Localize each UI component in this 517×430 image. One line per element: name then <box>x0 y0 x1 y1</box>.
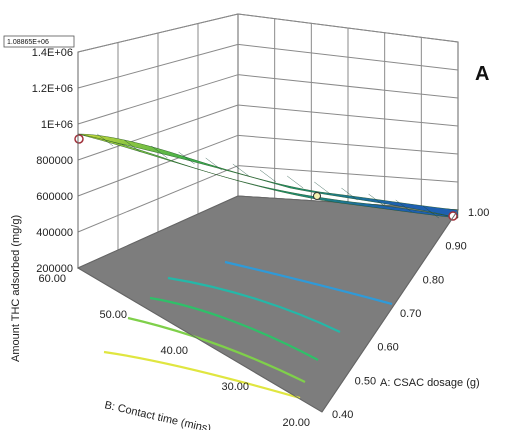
z-tick-label: 1E+06 <box>41 119 73 131</box>
right-edge <box>321 209 459 413</box>
mesh-line <box>259 169 277 183</box>
mesh-line <box>178 151 195 165</box>
z-axis-label: Amount THC adsorbed (mg/g) <box>10 215 22 362</box>
x-axis-label: B: Contact time (mins) <box>103 399 212 430</box>
contour-line <box>149 296 319 361</box>
y-tick-label: 0.60 <box>377 342 398 354</box>
grid-lines <box>77 13 459 269</box>
y-tick-label: 0.70 <box>400 308 421 320</box>
center-point <box>313 192 321 200</box>
response-surface-front <box>77 133 459 219</box>
mesh-line <box>97 133 114 147</box>
z-tick-label: 1.4E+06 <box>32 47 73 59</box>
max-value-box: 1.08865E+06 <box>3 35 75 48</box>
x-tick-label: 50.00 <box>99 309 127 321</box>
mesh-line <box>395 199 412 213</box>
contour-line <box>167 276 341 333</box>
panel-label: A <box>475 63 489 85</box>
mesh-line <box>287 175 304 189</box>
y-tick-label: 0.90 <box>445 241 466 253</box>
contour-line <box>224 260 393 306</box>
x-tick-label: 40.00 <box>160 345 188 357</box>
floor-contours <box>103 260 393 400</box>
response-surface <box>77 133 459 219</box>
x-tick-label: 60.00 <box>38 273 66 285</box>
y-axis-ticks: 0.40 0.50 0.60 0.70 0.80 0.90 1.00 <box>332 207 489 421</box>
mesh-line <box>422 205 439 219</box>
z-tick-label: 400000 <box>36 227 73 239</box>
z-tick-label: 1.2E+06 <box>32 83 73 95</box>
design-point-high <box>74 134 84 144</box>
mesh-line <box>314 181 331 195</box>
mesh-line <box>205 157 222 171</box>
z-tick-label: 200000 <box>36 263 73 275</box>
mesh-line <box>232 163 249 177</box>
front-edge <box>77 267 323 413</box>
y-tick-label: 1.00 <box>468 207 489 219</box>
contour-line <box>103 350 301 400</box>
max-value-text: 1.08865E+06 <box>7 39 49 46</box>
mesh-line <box>368 193 385 207</box>
y-tick-label: 0.40 <box>332 409 353 421</box>
y-axis-label: A: CSAC dosage (g) <box>380 377 480 389</box>
y-tick-label: 0.80 <box>423 274 444 286</box>
mesh-line <box>124 139 141 153</box>
surface-mesh <box>97 133 439 219</box>
y-tick-label: 0.50 <box>355 375 376 387</box>
x-tick-label: 20.00 <box>282 417 310 429</box>
x-axis-ticks: 60.00 50.00 40.00 30.00 20.00 <box>38 273 310 429</box>
z-tick-label: 600000 <box>36 191 73 203</box>
z-tick-label: 800000 <box>36 155 73 167</box>
mesh-line <box>151 145 168 159</box>
x-tick-label: 30.00 <box>221 381 249 393</box>
contour-line <box>127 316 306 383</box>
z-axis-ticks: 200000 400000 600000 800000 1E+06 1.2E+06 1.4E… <box>32 47 73 275</box>
mesh-line <box>341 187 358 201</box>
